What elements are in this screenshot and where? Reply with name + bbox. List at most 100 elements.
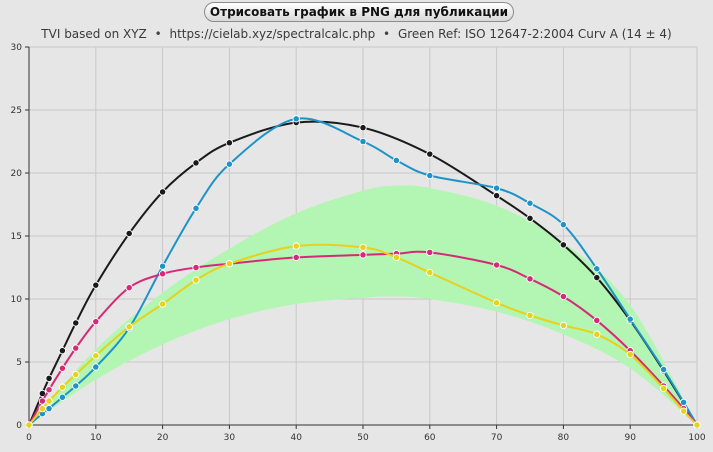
data-point bbox=[492, 192, 501, 200]
data-point bbox=[359, 243, 367, 251]
data-point bbox=[38, 389, 47, 398]
data-point bbox=[225, 139, 234, 147]
data-point bbox=[593, 265, 601, 273]
series-line bbox=[28, 243, 698, 426]
data-point bbox=[192, 276, 200, 284]
data-point bbox=[559, 221, 568, 229]
data-point bbox=[426, 171, 434, 180]
data-point bbox=[359, 251, 367, 259]
data-point bbox=[593, 273, 601, 282]
data-point bbox=[593, 330, 601, 338]
export-png-button[interactable]: Отрисовать график в PNG для публикации bbox=[204, 2, 514, 22]
tick-labels: 0 10 20 30 40 50 60 70 80 90 100 0 5 10 15 20 25 30 bbox=[11, 43, 706, 443]
data-point bbox=[559, 321, 568, 330]
y-tick-label: 15 bbox=[11, 232, 22, 242]
subtitle-separator: • bbox=[383, 27, 391, 41]
x-tick-label: 70 bbox=[491, 433, 503, 443]
data-point bbox=[25, 421, 33, 429]
reference-band-area bbox=[29, 185, 697, 425]
data-point bbox=[559, 241, 568, 249]
data-point bbox=[225, 160, 234, 168]
data-point bbox=[359, 137, 367, 146]
data-point bbox=[492, 184, 501, 192]
data-point bbox=[292, 242, 300, 250]
data-point bbox=[192, 263, 200, 272]
data-point bbox=[492, 299, 501, 307]
x-tick-label: 90 bbox=[624, 433, 636, 443]
data-point bbox=[72, 382, 80, 390]
data-point bbox=[125, 229, 133, 238]
data-point bbox=[526, 311, 534, 320]
data-point bbox=[58, 347, 67, 355]
subtitle-reference: Green Ref: ISO 12647-2:2004 Curv A (14 ±… bbox=[397, 27, 672, 41]
data-point bbox=[593, 316, 601, 325]
data-point bbox=[492, 261, 501, 269]
data-point bbox=[626, 315, 634, 323]
data-point bbox=[392, 253, 401, 262]
data-point bbox=[92, 318, 100, 326]
data-point bbox=[125, 284, 133, 292]
y-tick-label: 20 bbox=[11, 169, 23, 179]
data-point bbox=[659, 384, 668, 393]
data-point bbox=[158, 262, 167, 270]
data-point bbox=[38, 404, 47, 413]
data-point bbox=[659, 365, 668, 374]
subtitle-source-url: https://cielab.xyz/spectralcalc.php bbox=[169, 27, 376, 41]
series-line bbox=[28, 120, 698, 426]
chart-subtitle: TVI based on XYZ • https://cielab.xyz/sp… bbox=[0, 25, 713, 43]
data-point bbox=[426, 150, 434, 158]
data-point bbox=[58, 393, 67, 401]
data-point bbox=[225, 260, 234, 268]
series-line bbox=[28, 117, 698, 426]
data-point bbox=[92, 363, 100, 371]
data-point bbox=[72, 370, 80, 379]
subtitle-separator: • bbox=[154, 27, 162, 41]
data-point bbox=[192, 159, 200, 167]
data-point bbox=[526, 275, 534, 283]
series-line bbox=[28, 250, 698, 426]
x-tick-label: 10 bbox=[90, 433, 102, 443]
data-point bbox=[58, 383, 67, 391]
data-point bbox=[158, 188, 167, 196]
data-point bbox=[292, 115, 300, 123]
reference-band bbox=[29, 185, 697, 425]
data-point bbox=[693, 421, 701, 429]
x-tick-label: 20 bbox=[157, 433, 169, 443]
x-tick-label: 100 bbox=[688, 433, 705, 443]
y-tick-label: 5 bbox=[16, 358, 22, 368]
x-tick-label: 50 bbox=[357, 433, 369, 443]
y-tick-label: 30 bbox=[11, 43, 23, 53]
x-tick-label: 0 bbox=[26, 433, 32, 443]
data-point bbox=[92, 281, 100, 289]
data-point bbox=[58, 364, 67, 372]
data-point bbox=[125, 323, 133, 331]
subtitle-tvi-basis: TVI based on XYZ bbox=[41, 27, 147, 41]
data-point bbox=[45, 374, 53, 383]
x-tick-label: 30 bbox=[224, 433, 236, 443]
x-tick-label: 60 bbox=[424, 433, 436, 443]
data-point bbox=[292, 253, 300, 262]
data-point bbox=[45, 386, 53, 394]
data-point bbox=[92, 352, 100, 360]
data-point bbox=[559, 292, 568, 301]
data-point bbox=[359, 123, 367, 132]
data-point bbox=[392, 156, 401, 165]
data-point bbox=[526, 214, 534, 223]
data-point bbox=[72, 319, 80, 327]
y-tick-label: 10 bbox=[11, 295, 23, 305]
series-lines bbox=[25, 115, 701, 429]
data-point bbox=[38, 397, 47, 405]
data-point bbox=[626, 350, 634, 359]
data-point bbox=[679, 407, 688, 415]
data-point bbox=[526, 199, 534, 207]
data-point bbox=[45, 397, 53, 405]
y-tick-label: 25 bbox=[11, 106, 22, 116]
data-point bbox=[158, 300, 167, 308]
data-point bbox=[426, 248, 434, 257]
y-tick-label: 0 bbox=[16, 421, 22, 431]
data-point bbox=[158, 270, 167, 278]
data-point bbox=[45, 404, 53, 413]
data-point bbox=[426, 268, 434, 277]
data-point bbox=[192, 204, 200, 212]
